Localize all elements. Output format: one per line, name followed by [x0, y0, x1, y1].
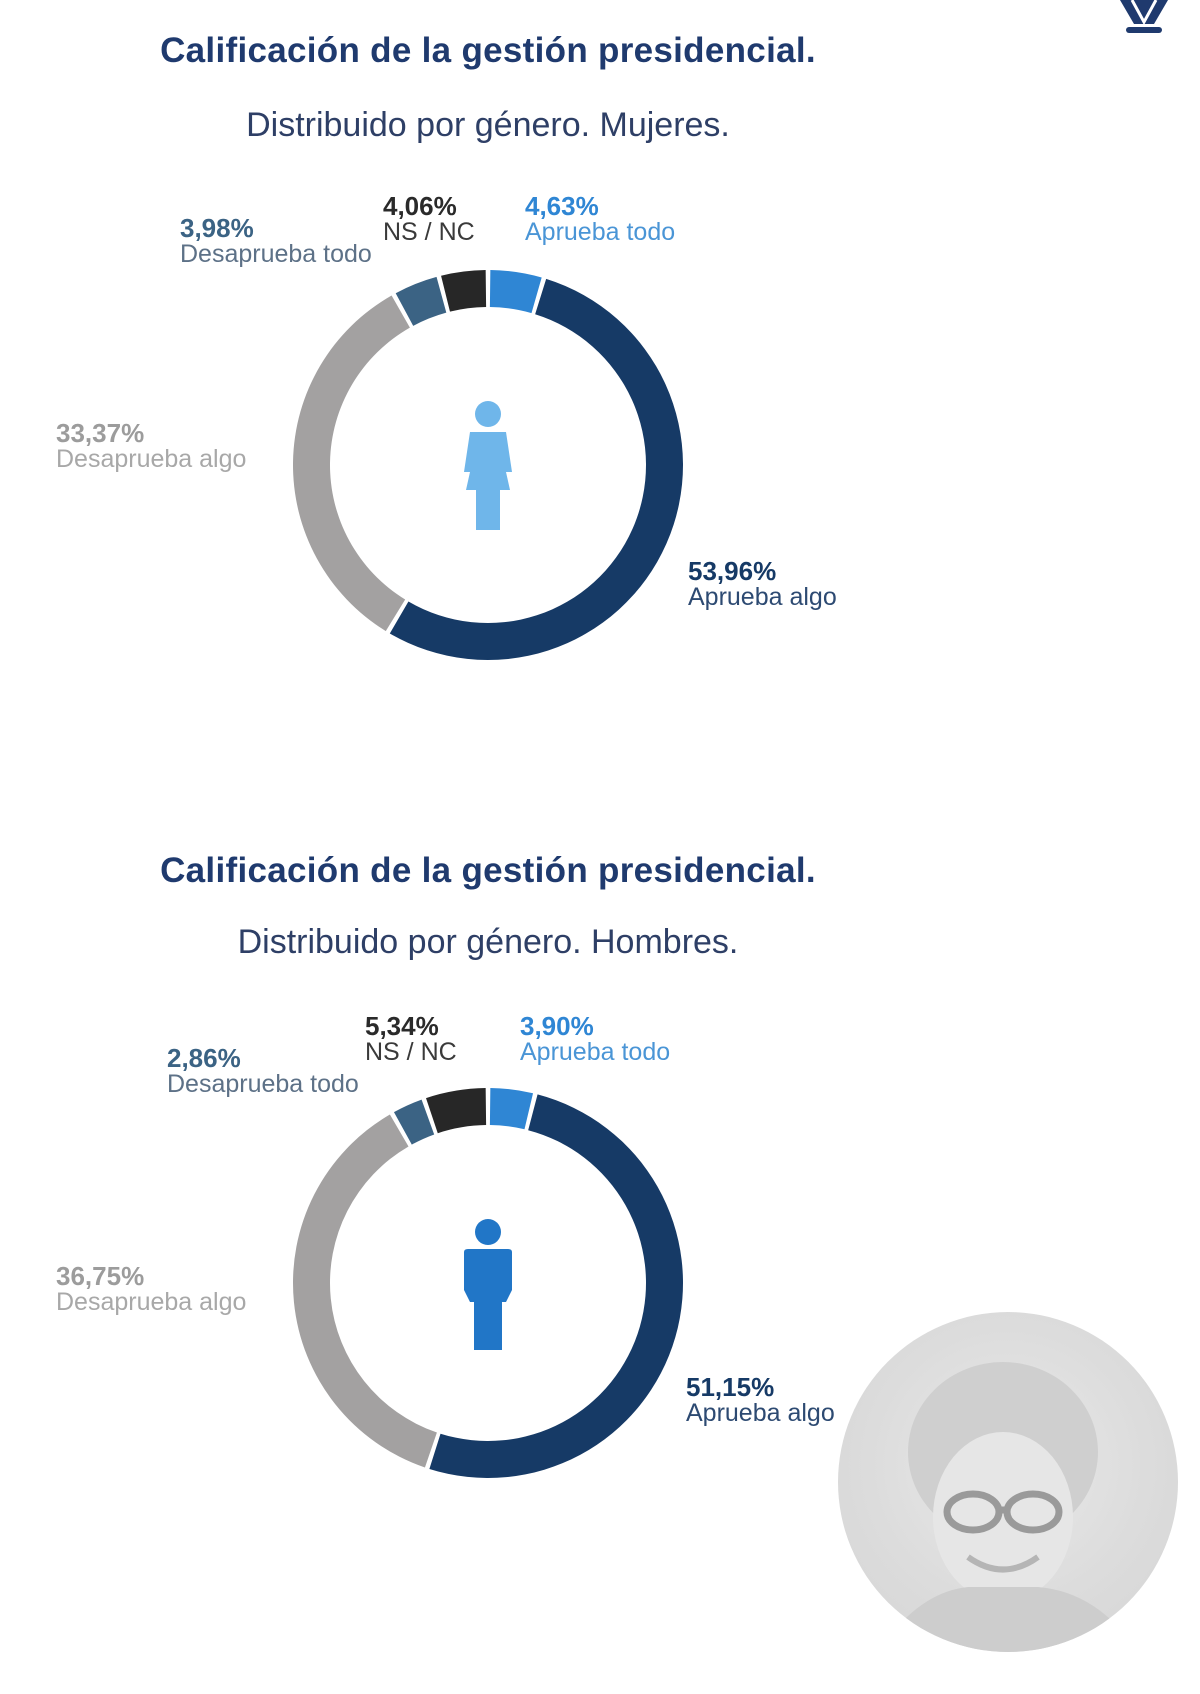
value: 53,96%	[688, 556, 777, 586]
label-nsnc: 5,34% NS / NC	[365, 1013, 457, 1065]
donut-segment-aprueba-algo	[429, 1094, 683, 1478]
donut-segment-aprueba-algo	[389, 278, 683, 660]
category: Aprueba todo	[520, 1038, 671, 1066]
donut-segment-ns-nc	[441, 270, 487, 312]
donut-segment-desaprueba-algo	[292, 295, 410, 632]
label-desaprueba-algo: 36,75% Desaprueba algo	[56, 1263, 246, 1315]
category: Aprueba todo	[525, 218, 676, 246]
category: Aprueba algo	[686, 1399, 835, 1427]
value: 4,63%	[525, 191, 599, 221]
donut-segment-aprueba-todo	[489, 270, 542, 314]
woman-icon	[464, 401, 512, 530]
donut-chart-mujeres: 3,98% Desaprueba todo 4,06% NS / NC 4,63…	[0, 0, 1200, 660]
donut-chart-hombres: 2,86% Desaprueba todo 5,34% NS / NC 3,90…	[0, 0, 1200, 1478]
value: 33,37%	[56, 418, 145, 448]
man-icon	[464, 1219, 512, 1350]
category: Desaprueba algo	[56, 1288, 247, 1316]
category: NS / NC	[383, 218, 475, 246]
donut-segment-desaprueba-todo	[393, 1099, 435, 1145]
president-portrait	[838, 1312, 1178, 1652]
value: 36,75%	[56, 1261, 145, 1291]
chart-subtitle: Distribuido por género. Mujeres.	[246, 106, 730, 144]
category: Desaprueba todo	[167, 1070, 359, 1098]
label-desaprueba-algo: 33,37% Desaprueba algo	[56, 420, 246, 472]
category: Desaprueba todo	[180, 240, 372, 268]
value: 2,86%	[167, 1043, 241, 1073]
chart-title: Calificación de la gestión presidencial.	[160, 851, 816, 890]
value: 4,06%	[383, 191, 457, 221]
portrait-silhouette	[878, 1362, 1138, 1652]
logo	[1114, 0, 1174, 36]
donut-ring	[292, 270, 683, 660]
category: NS / NC	[365, 1038, 457, 1066]
label-aprueba-todo: 3,90% Aprueba todo	[520, 1013, 670, 1065]
donut-segment-ns-nc	[426, 1088, 487, 1134]
label-desaprueba-todo: 2,86% Desaprueba todo	[167, 1045, 359, 1097]
donut-segment-aprueba-todo	[489, 1088, 534, 1130]
donut-segment-desaprueba-todo	[395, 276, 447, 326]
value: 3,98%	[180, 213, 254, 243]
label-aprueba-algo: 53,96% Aprueba algo	[688, 558, 837, 610]
category: Desaprueba algo	[56, 445, 247, 473]
value: 51,15%	[686, 1372, 775, 1402]
label-aprueba-todo: 4,63% Aprueba todo	[525, 193, 675, 245]
shield-crest-icon	[1120, 0, 1168, 33]
label-desaprueba-todo: 3,98% Desaprueba todo	[180, 215, 372, 267]
value: 3,90%	[520, 1011, 594, 1041]
label-nsnc: 4,06% NS / NC	[383, 193, 475, 245]
value: 5,34%	[365, 1011, 439, 1041]
chart-subtitle: Distribuido por género. Hombres.	[237, 923, 739, 961]
donut-ring	[292, 1088, 683, 1478]
donut-segment-desaprueba-algo	[292, 1114, 437, 1468]
chart-title: Calificación de la gestión presidencial.	[160, 31, 816, 70]
label-aprueba-algo: 51,15% Aprueba algo	[686, 1374, 835, 1426]
category: Aprueba algo	[688, 583, 837, 611]
